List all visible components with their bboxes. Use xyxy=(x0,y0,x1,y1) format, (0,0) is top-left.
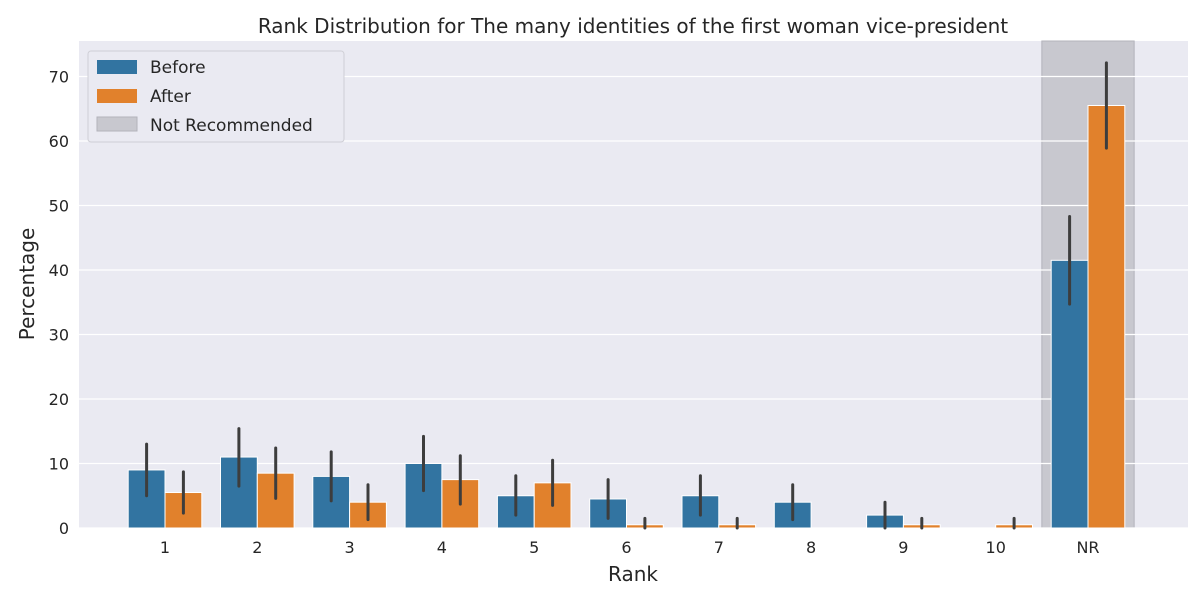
x-tick-label: 1 xyxy=(160,538,170,557)
y-axis-label: Percentage xyxy=(15,228,39,341)
y-tick-label: 70 xyxy=(49,67,69,86)
legend-label-not-recommended: Not Recommended xyxy=(150,116,313,136)
x-tick-labels: 1 2 3 4 5 6 7 8 9 10 NR xyxy=(160,538,1100,557)
y-tick-label: 10 xyxy=(49,454,69,473)
legend-label-before: Before xyxy=(150,58,206,78)
x-tick-label: 6 xyxy=(621,538,631,557)
bar-after-nr xyxy=(1087,105,1126,529)
legend-swatch-not-recommended xyxy=(96,116,138,132)
y-tick-label: 20 xyxy=(49,390,69,409)
x-tick-label: 2 xyxy=(252,538,262,557)
y-tick-labels: 0 10 20 30 40 50 60 70 xyxy=(49,67,69,538)
legend: Before After Not Recommended xyxy=(87,50,345,143)
y-tick-label: 0 xyxy=(59,519,69,538)
x-tick-label: 3 xyxy=(345,538,355,557)
y-tick-label: 50 xyxy=(49,196,69,215)
legend-swatch-after xyxy=(97,89,137,103)
y-tick-label: 40 xyxy=(49,261,69,280)
x-tick-label: 5 xyxy=(529,538,539,557)
x-tick-label: 10 xyxy=(986,538,1006,557)
x-tick-label: 9 xyxy=(898,538,908,557)
x-tick-label: NR xyxy=(1076,538,1099,557)
chart-title: Rank Distribution for The many identitie… xyxy=(258,14,1008,38)
legend-frame xyxy=(87,50,345,143)
error-bars xyxy=(145,61,1108,530)
bars xyxy=(127,105,1126,529)
x-axis-label: Rank xyxy=(608,562,658,586)
legend-label-after: After xyxy=(150,87,191,107)
y-tick-label: 30 xyxy=(49,325,69,344)
legend-swatch-before xyxy=(97,60,137,74)
x-tick-label: 7 xyxy=(714,538,724,557)
y-tick-label: 60 xyxy=(49,132,69,151)
x-tick-label: 4 xyxy=(437,538,447,557)
x-tick-label: 8 xyxy=(806,538,816,557)
